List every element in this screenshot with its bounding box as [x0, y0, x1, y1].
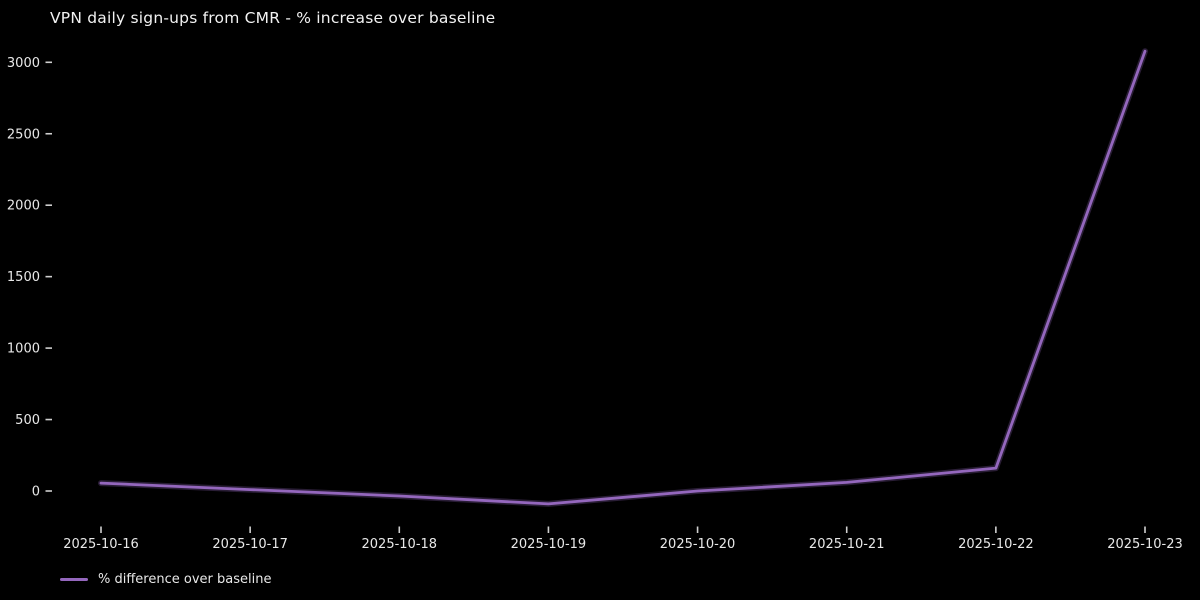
y-tick-label: 1500 [7, 270, 40, 285]
chart-title: VPN daily sign-ups from CMR - % increase… [50, 9, 496, 27]
x-tick-label: 2025-10-18 [362, 537, 438, 552]
series-line [99, 49, 1147, 506]
y-tick-label: 500 [15, 413, 40, 428]
legend-line-swatch [60, 577, 88, 582]
y-tick-label: 1000 [7, 342, 40, 357]
legend-series-label: % difference over baseline [98, 572, 272, 587]
x-tick-label: 2025-10-21 [809, 537, 885, 552]
x-tick-label: 2025-10-22 [958, 537, 1034, 552]
x-tick-label: 2025-10-19 [511, 537, 587, 552]
legend: % difference over baseline [60, 572, 271, 587]
series-line-glow [98, 48, 1148, 507]
x-tick-label: 2025-10-20 [660, 537, 736, 552]
y-tick-label: 2500 [7, 127, 40, 142]
y-tick-label: 0 [32, 485, 40, 500]
x-tick-label: 2025-10-23 [1107, 537, 1183, 552]
y-tick-label: 2000 [7, 199, 40, 214]
x-tick-label: 2025-10-17 [212, 537, 288, 552]
x-tick-label: 2025-10-16 [63, 537, 139, 552]
y-tick-label: 3000 [7, 56, 40, 71]
